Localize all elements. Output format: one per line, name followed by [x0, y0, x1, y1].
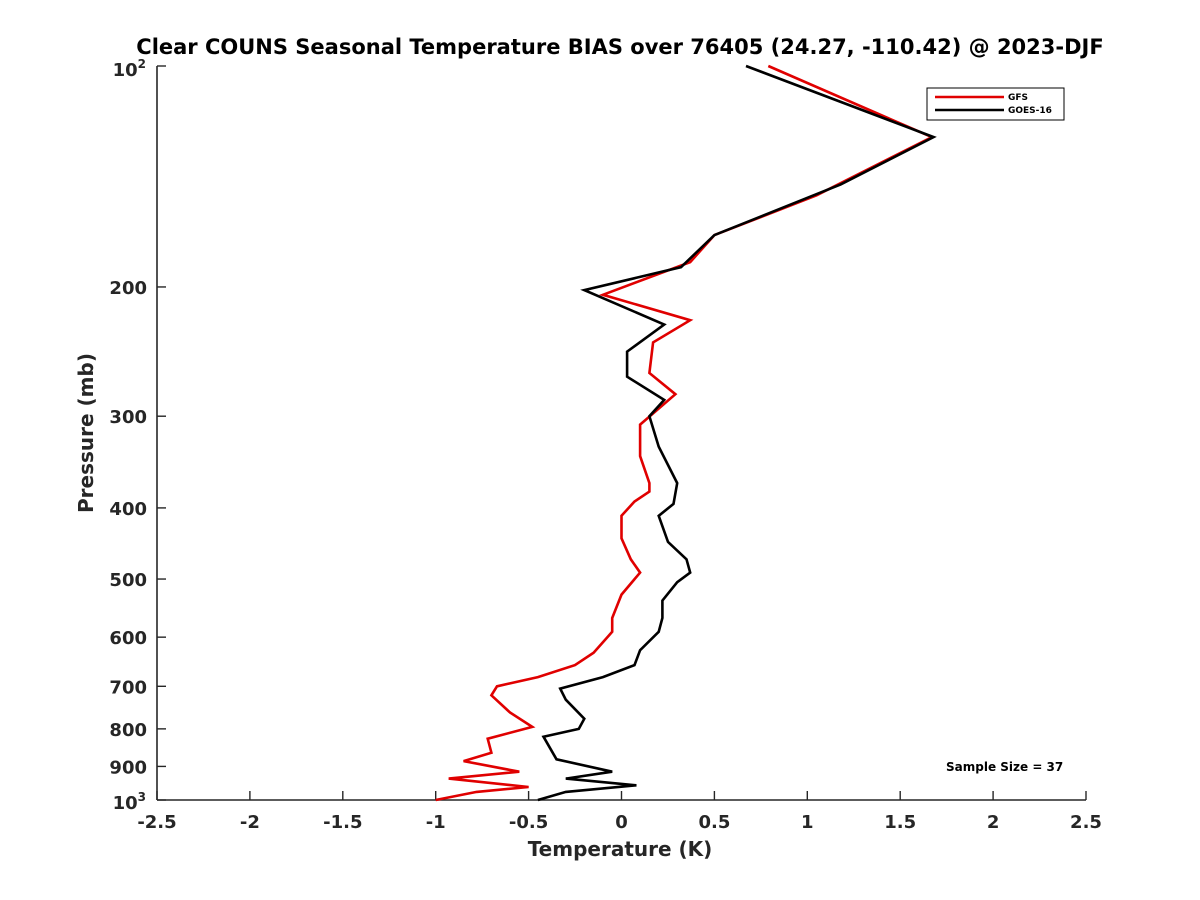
x-tick-label: 1 — [801, 812, 814, 833]
y-tick-label: 700 — [109, 677, 147, 698]
x-axis-ticks: -2.5 -2 -1.5 -1 -0.5 0 0.5 1 1.5 2 2.5 — [137, 791, 1102, 833]
y-limit-label-top: 102 — [113, 57, 146, 81]
x-tick-label: -2 — [240, 812, 260, 833]
x-tick-label: -1.5 — [323, 812, 362, 833]
x-tick-label: 0.5 — [698, 812, 730, 833]
legend-box — [926, 87, 1065, 121]
series-line-goes-16 — [537, 64, 937, 802]
y-tick-label: 800 — [109, 720, 147, 741]
x-tick-label: 0 — [615, 812, 628, 833]
legend-label-gfs: GFS — [1008, 93, 1028, 103]
y-limit-exp-top: 2 — [138, 57, 146, 71]
sample-size-annotation: Sample Size = 37 — [946, 760, 1063, 774]
x-tick-label: -1 — [426, 812, 446, 833]
y-axis-label: Pressure (mb) — [74, 353, 98, 513]
x-axis-label: Temperature (K) — [528, 837, 713, 861]
y-limit-label-bottom: 103 — [113, 790, 146, 814]
y-tick-label: 300 — [109, 407, 147, 428]
y-limit-base-top: 10 — [113, 60, 138, 81]
y-limit-base-bottom: 10 — [113, 793, 138, 814]
y-tick-label: 900 — [109, 757, 147, 778]
y-tick-label: 400 — [109, 499, 147, 520]
plot-area: -2.5 -2 -1.5 -1 -0.5 0 0.5 1 1.5 2 2.5 200 300 400 50… — [109, 64, 1102, 833]
y-tick-label: 500 — [109, 570, 147, 591]
series-layer — [435, 64, 937, 802]
x-tick-label: 2 — [987, 812, 1000, 833]
x-tick-label: 1.5 — [884, 812, 916, 833]
y-axis-ticks: 200 300 400 500 600 700 800 900 — [109, 65, 166, 801]
y-tick-label: 600 — [109, 628, 147, 649]
y-tick-label: 200 — [109, 278, 147, 299]
legend-label-goes-16: GOES-16 — [1008, 106, 1052, 116]
x-tick-label: -2.5 — [137, 812, 176, 833]
y-limit-exp-bottom: 3 — [138, 790, 146, 804]
series-line-gfs — [435, 64, 935, 802]
legend: GFS GOES-16 — [926, 87, 1065, 121]
x-tick-label: 2.5 — [1070, 812, 1102, 833]
x-tick-label: -0.5 — [509, 812, 548, 833]
chart-title: Clear COUNS Seasonal Temperature BIAS ov… — [136, 35, 1103, 59]
